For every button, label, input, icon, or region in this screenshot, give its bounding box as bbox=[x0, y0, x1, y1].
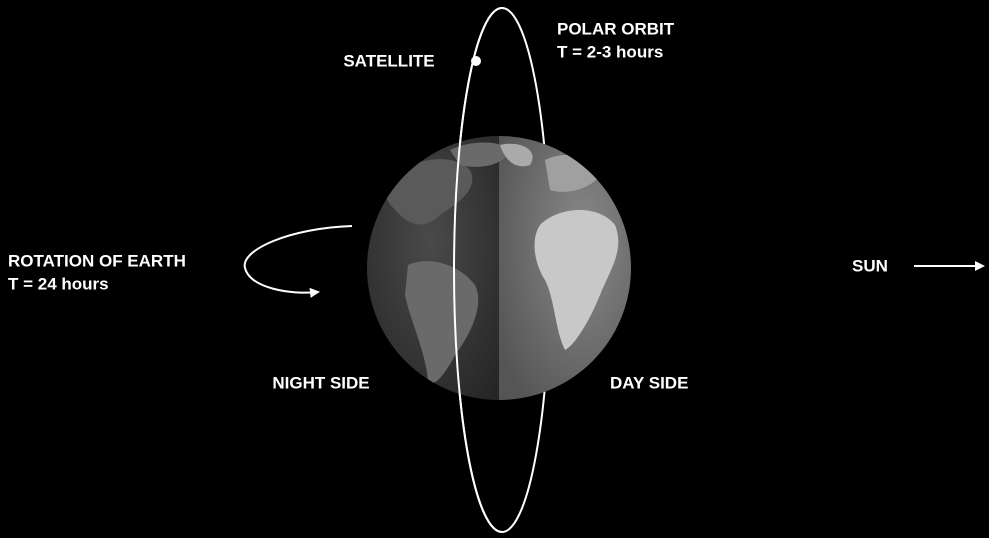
rotation-period: T = 24 hours bbox=[8, 274, 109, 293]
sun-label: SUN bbox=[852, 256, 888, 275]
diagram: SATELLITE POLAR ORBIT T = 2-3 hours ROTA… bbox=[0, 0, 989, 538]
night-side-label: NIGHT SIDE bbox=[272, 373, 369, 392]
day-side-label: DAY SIDE bbox=[610, 373, 688, 392]
earth bbox=[360, 130, 639, 410]
orbit-title: POLAR ORBIT bbox=[557, 19, 675, 38]
satellite bbox=[471, 56, 481, 66]
rotation-title: ROTATION OF EARTH bbox=[8, 251, 186, 270]
orbit-period: T = 2-3 hours bbox=[557, 42, 663, 61]
satellite-label: SATELLITE bbox=[343, 51, 434, 70]
rotation-arrow bbox=[245, 226, 352, 293]
